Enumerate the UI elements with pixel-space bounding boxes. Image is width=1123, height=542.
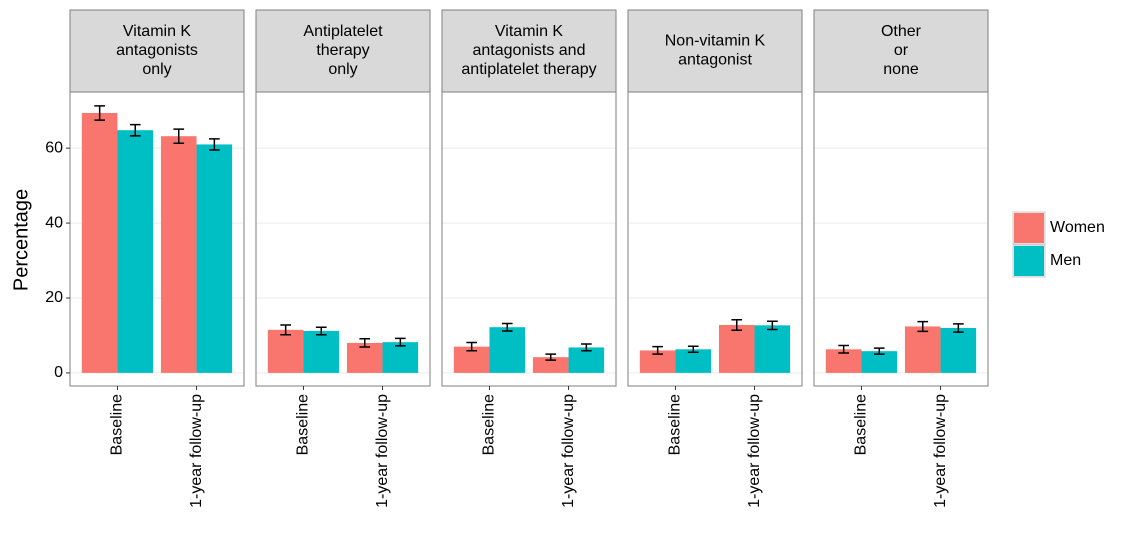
y-tick-label: 40 [45,214,63,231]
panel-border [255,91,431,387]
bar [904,326,941,373]
facet-title: Antiplatelet [303,23,383,40]
x-tick-label: Baseline [667,394,684,455]
y-axis-label: Percentage [10,189,32,291]
x-tick-label: 1-year follow-up [932,394,949,508]
x-tick-label: 1-year follow-up [746,394,763,508]
bar [346,342,383,373]
error-bar [687,345,699,354]
facet-title: antagonist [678,52,752,69]
error-bar [395,337,406,347]
bar [196,144,233,373]
x-tick-label: Baseline [481,394,498,455]
x-tick-label: Baseline [295,394,312,455]
bar [81,112,118,373]
facet-title: Non-vitamin K [665,33,766,50]
error-bar [129,123,141,137]
panel-border [627,91,803,387]
y-tick-label: 0 [54,364,63,381]
y-tick-label: 60 [45,139,63,156]
strip [69,9,245,93]
x-tick-label: 1-year follow-up [560,394,577,508]
strip [813,9,989,93]
error-bar [545,353,557,361]
bar [568,347,605,373]
bar [160,136,197,373]
legend-label: Women [1050,219,1105,236]
x-tick-label: Baseline [109,394,126,455]
facet-title: only [142,61,171,78]
facet-title: only [328,61,357,78]
strip [441,9,617,93]
legend-label: Men [1050,252,1081,269]
legend-key [1014,246,1044,276]
bar [861,351,898,373]
error-bar [209,138,220,151]
error-bar [873,347,885,355]
error-bar [838,344,849,354]
bar [303,330,340,373]
strip [255,9,431,93]
facet-title: antagonists [116,42,198,59]
error-bar [466,341,477,352]
panel-border [69,91,245,387]
y-tick-label: 20 [45,289,63,306]
bar [718,324,755,373]
facet-title: Other [881,23,922,40]
bar [532,357,569,373]
facet-title: antagonists and [473,42,586,59]
facet-title: therapy [316,42,369,59]
bar [675,349,712,373]
error-bar [501,322,513,332]
error-bar [767,320,778,331]
error-bar [652,345,663,355]
legend-key [1014,213,1044,243]
facet-title: antiplatelet therapy [461,61,596,78]
bar [117,130,154,373]
bar [639,350,676,373]
facet-title: or [894,42,909,59]
error-bar [173,128,185,145]
error-bar [953,323,964,333]
error-bar [315,326,327,336]
error-bar [581,343,592,352]
facet-title: Vitamin K [123,23,192,40]
facet-title: none [883,61,919,78]
x-tick-label: Baseline [853,394,870,455]
error-bar [94,105,105,121]
bar [267,329,304,373]
error-bar [731,318,743,331]
x-tick-label: 1-year follow-up [374,394,391,508]
panel-bg [442,92,616,386]
bar [382,342,419,373]
error-bar [917,320,929,333]
bar [754,325,791,373]
panel-border [441,91,617,387]
bar [489,327,526,373]
bar [825,349,862,373]
bar [940,327,977,373]
facet-title: Vitamin K [495,23,564,40]
x-tick-label: 1-year follow-up [188,394,205,508]
error-bar [359,338,371,348]
error-bar [280,324,291,336]
panel-border [813,91,989,387]
